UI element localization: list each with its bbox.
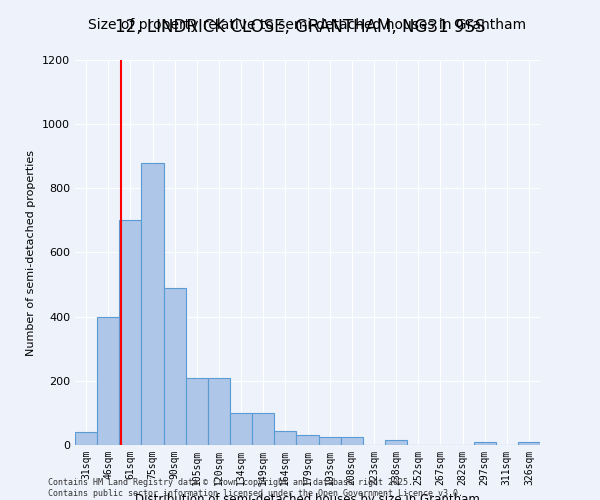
Title: Size of property relative to semi-detached houses in Grantham: Size of property relative to semi-detach… xyxy=(88,18,527,32)
Text: 12, LINDRICK CLOSE, GRANTHAM, NG31 9SS: 12, LINDRICK CLOSE, GRANTHAM, NG31 9SS xyxy=(115,18,485,36)
Bar xyxy=(119,220,142,445)
Bar xyxy=(274,430,296,445)
Bar xyxy=(473,442,496,445)
Text: Contains HM Land Registry data © Crown copyright and database right 2025.
Contai: Contains HM Land Registry data © Crown c… xyxy=(48,478,463,498)
Bar xyxy=(164,288,186,445)
Bar xyxy=(385,440,407,445)
Bar xyxy=(230,413,252,445)
Bar xyxy=(341,437,363,445)
Bar xyxy=(208,378,230,445)
Bar xyxy=(252,413,274,445)
Bar xyxy=(296,436,319,445)
X-axis label: Distribution of semi-detached houses by size in Grantham: Distribution of semi-detached houses by … xyxy=(135,494,480,500)
Bar xyxy=(518,442,540,445)
Y-axis label: Number of semi-detached properties: Number of semi-detached properties xyxy=(26,150,37,356)
Bar xyxy=(75,432,97,445)
Bar xyxy=(142,162,164,445)
Bar xyxy=(319,437,341,445)
Bar xyxy=(186,378,208,445)
Bar xyxy=(97,316,119,445)
